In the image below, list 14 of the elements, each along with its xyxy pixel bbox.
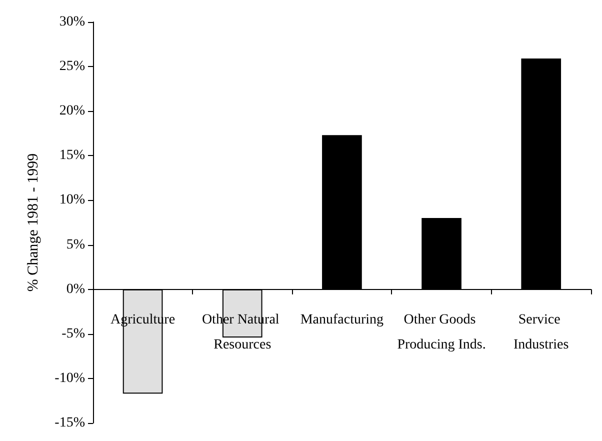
- y-tick-label: -15%: [54, 416, 86, 430]
- y-tick-label: -5%: [62, 326, 86, 342]
- x-tick-label: Service Industries: [514, 312, 569, 352]
- y-tick-label: 30%: [59, 14, 86, 30]
- y-tick-label: 25%: [59, 59, 86, 74]
- y-tick-label: -10%: [54, 370, 86, 386]
- y-tick-label: 10%: [59, 192, 86, 208]
- y-tick-label: 20%: [59, 104, 86, 119]
- y-tick-label: 5%: [66, 237, 86, 252]
- x-tick-label: Other Goods Producing Inds.: [397, 312, 486, 352]
- y-tick-label: 15%: [59, 148, 86, 164]
- y-axis-title: % Change 1981 - 1999: [26, 153, 42, 292]
- x-tick-label: Manufacturing: [300, 312, 384, 328]
- y-tick-label: 0%: [66, 282, 86, 297]
